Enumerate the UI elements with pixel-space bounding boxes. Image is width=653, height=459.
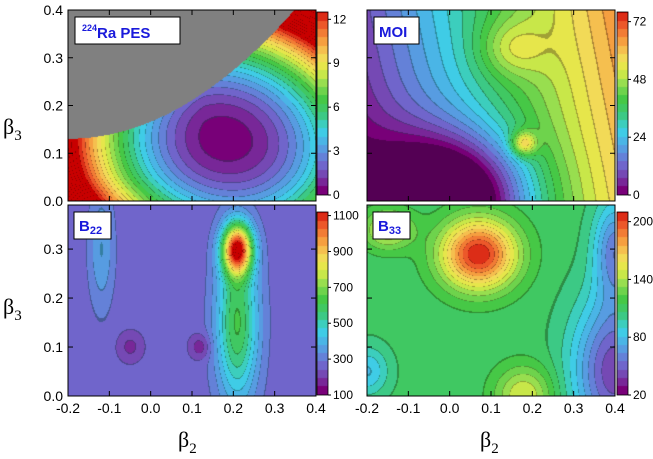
x-tick-label: 0.1	[182, 400, 202, 416]
x-tick-label: 0.2	[224, 400, 244, 416]
x-tick-label: 0.4	[605, 400, 625, 416]
x-tick-label: 0.4	[306, 400, 326, 416]
y-tick-label: 0.3	[44, 50, 64, 66]
y-tick-label: 0.1	[44, 145, 64, 161]
b33-label-main: B	[378, 218, 389, 235]
b22-label-sub: 22	[90, 225, 102, 237]
x-tick-label: 0.1	[481, 400, 501, 416]
colorbar-tick-label: 1100	[333, 209, 359, 223]
b33-label-box	[372, 211, 411, 240]
pes-label-main: Ra PES	[97, 25, 150, 42]
colorbar-tick-label: 80	[633, 330, 647, 344]
x-tick-label: 0.0	[141, 400, 161, 416]
colorbar-pes: 0 3 6 9 12	[316, 11, 347, 202]
b33-label-sub: 33	[389, 225, 401, 237]
y-tick-labels: 0.0 0.1 0.2 0.3 0.4 0.0 0.1 0.2 0.3	[44, 2, 64, 404]
moi-label: MOI	[379, 24, 407, 41]
colorbar-tick-label: 6	[333, 100, 340, 114]
x-tick-label: 0.3	[265, 400, 285, 416]
y-axis-title-top: β3	[3, 114, 22, 144]
colorbar-tick-label: 300	[333, 352, 353, 366]
panel-pes: 224Ra PES	[67, 9, 317, 202]
colorbar-tick-label: 500	[333, 316, 353, 330]
b33-label: B33	[378, 218, 401, 237]
b22-label-main: B	[79, 218, 90, 235]
panel-b22: B22	[67, 204, 317, 397]
colorbar-tick-label: 700	[333, 280, 353, 294]
panel-b33: B33	[366, 204, 616, 397]
colorbar-tick-label: 24	[633, 130, 647, 144]
x-axis-title-right: β2	[480, 427, 499, 457]
colorbar-tick-label: 200	[633, 215, 653, 229]
x-tick-label: -0.2	[355, 400, 379, 416]
x-tick-label: -0.2	[56, 400, 80, 416]
colorbar-tick-label: 20	[633, 388, 647, 402]
y-tick-label: 0.2	[44, 98, 64, 114]
x-tick-label: 0.3	[564, 400, 584, 416]
colorbar-tick-label: 72	[633, 15, 647, 29]
pes-label: 224Ra PES	[82, 23, 150, 42]
colorbar-tick-label: 0	[633, 188, 640, 202]
colorbar-tick-label: 140	[633, 272, 653, 286]
colorbar-tick-label: 900	[333, 244, 353, 258]
y-tick-label: 0.0	[44, 193, 64, 209]
colorbar-b22: 100 300 500 700 900 1100	[316, 209, 359, 402]
b22-label-box	[73, 211, 112, 240]
colorbar-b33: 20 80 140 200	[616, 211, 653, 402]
x-tick-label: 0.2	[523, 400, 543, 416]
x-tick-label: -0.1	[97, 400, 121, 416]
y-tick-label: 0.3	[44, 241, 64, 257]
x-tick-label: 0.0	[440, 400, 460, 416]
y-tick-label: 0.1	[44, 339, 64, 355]
moi-label-box	[373, 16, 420, 45]
y-tick-label: 0.4	[44, 2, 64, 18]
colorbar-moi: 0 24 48 72	[616, 11, 647, 202]
b22-colorbar	[317, 212, 328, 395]
x-tick-label: -0.1	[396, 400, 420, 416]
colorbar-tick-label: 100	[333, 388, 353, 402]
y-tick-label: 0.2	[44, 290, 64, 306]
colorbar-tick-label: 0	[333, 188, 340, 202]
panel-moi: MOI	[366, 9, 616, 202]
b22-label: B22	[79, 218, 102, 237]
y-tick-label: 0.0	[44, 388, 64, 404]
x-axis-title-left: β2	[178, 427, 197, 457]
colorbar-tick-label: 12	[333, 12, 347, 26]
x-tick-labels: -0.2 -0.1 0.0 0.1 0.2 0.3 0.4 -0.2 -0.1 0.0 0.1 0.2…	[56, 400, 625, 416]
pes-label-box	[74, 16, 181, 45]
moi-colorbar	[617, 12, 628, 195]
colorbar-tick-label: 3	[333, 144, 340, 158]
pes-label-sup: 224	[82, 23, 97, 33]
colorbar-tick-label: 9	[333, 56, 340, 70]
colorbar-tick-label: 48	[633, 72, 647, 86]
pes-colorbar	[317, 12, 328, 195]
y-axis-title-bottom: β3	[3, 294, 22, 324]
b33-colorbar	[617, 212, 628, 395]
